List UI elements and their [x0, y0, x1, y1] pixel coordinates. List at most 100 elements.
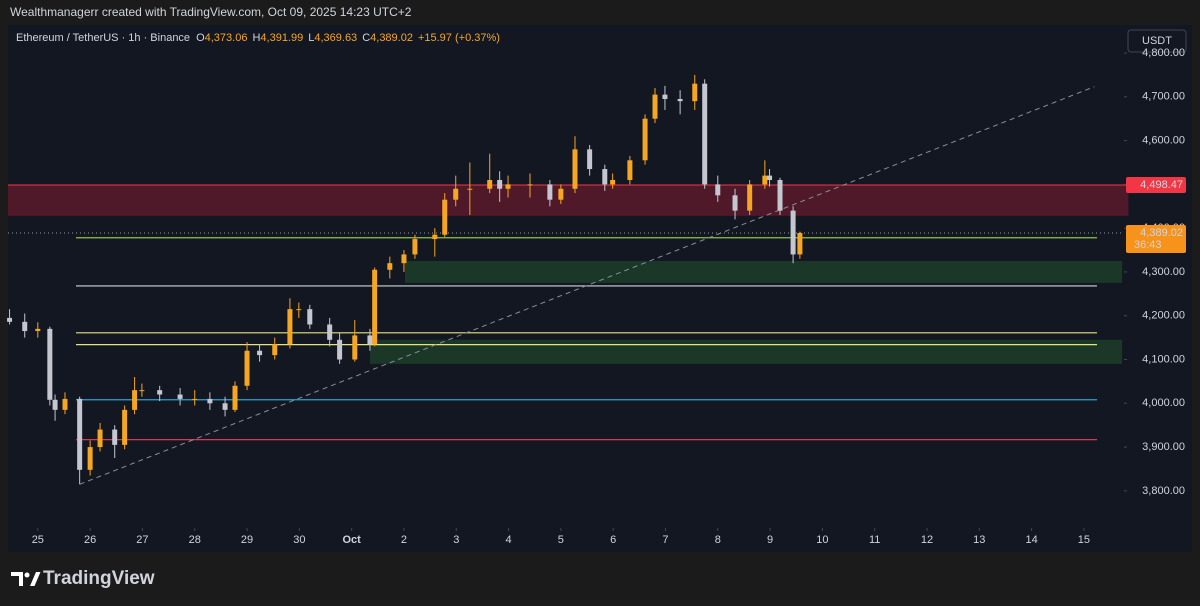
candle-body	[627, 160, 633, 180]
candle-body	[232, 385, 238, 410]
y-tick-label: 3,900.00	[1142, 441, 1185, 453]
candle-body	[762, 175, 768, 185]
ohlc-key: H	[252, 32, 260, 44]
ohlc-key: L	[308, 32, 314, 44]
candle-body	[97, 429, 103, 448]
ohlc-value: 4,373.06	[205, 32, 248, 44]
candle-body	[192, 398, 198, 400]
candle-body	[767, 175, 773, 180]
candle-body	[442, 199, 448, 235]
chart-panel	[8, 25, 1192, 552]
x-tick-label: 10	[816, 534, 828, 546]
y-tick-label: 4,700.00	[1142, 91, 1185, 103]
trend-line	[79, 86, 1095, 485]
price-label-box	[1126, 177, 1186, 194]
x-tick-label: 15	[1078, 534, 1090, 546]
symbol: Ethereum / TetherUS · 1h · Binance	[16, 32, 190, 44]
ohlc-key: O	[196, 32, 205, 44]
ohlc-key: C	[362, 32, 370, 44]
ohlc-value: 4,369.63	[314, 32, 357, 44]
candle-body	[558, 188, 564, 200]
y-tick-label: 4,600.00	[1142, 134, 1185, 146]
candle-body	[35, 328, 41, 332]
x-tick-label: 28	[189, 534, 201, 546]
candle-body	[122, 409, 128, 445]
candle-body	[642, 118, 648, 161]
brand: TradingView	[43, 568, 155, 589]
candle-body	[587, 149, 593, 170]
candle-body	[272, 344, 278, 356]
candle-body	[207, 398, 213, 404]
candle-body	[287, 309, 293, 345]
x-tick-label: 27	[136, 534, 148, 546]
y-tick-label: 4,000.00	[1142, 397, 1185, 409]
candle-body	[610, 179, 616, 185]
candle-body	[22, 321, 28, 332]
x-tick-label: 5	[558, 534, 564, 546]
currency[interactable]: USDT	[1142, 35, 1172, 47]
candle-body	[715, 184, 721, 196]
candle-body	[467, 188, 473, 190]
candle-body	[52, 399, 58, 410]
zone	[8, 185, 1129, 216]
candle-body	[747, 184, 753, 211]
candle-body	[497, 179, 503, 189]
x-tick-label: 11	[869, 534, 880, 546]
y-tick-label: 4,200.00	[1142, 310, 1185, 322]
candle-body	[47, 328, 53, 400]
candle-body	[367, 335, 373, 345]
zone	[404, 260, 1123, 283]
candle-body	[177, 394, 183, 399]
candle-body	[432, 234, 438, 240]
x-tick-label: 8	[715, 534, 721, 546]
candle-body	[572, 149, 578, 189]
y-tick-label: 4,300.00	[1142, 266, 1185, 278]
candle-body	[87, 447, 93, 470]
candle-body	[662, 94, 668, 99]
legend: Ethereum / TetherUS · 1h · Binance O4,373…	[16, 32, 500, 44]
candle-body	[337, 339, 343, 360]
candle-body	[412, 239, 418, 255]
candle-body	[401, 254, 407, 264]
candle-body	[732, 195, 738, 211]
plot	[7, 74, 1129, 485]
zone	[369, 339, 1123, 364]
price-label: 4,498.47	[1140, 179, 1183, 191]
x-tick-label: 29	[241, 534, 253, 546]
x-tick-label: 6	[610, 534, 616, 546]
candle-body	[602, 169, 608, 185]
candle-body	[296, 309, 302, 311]
ohlc-value: 4,391.99	[260, 32, 303, 44]
x-tick-label: 30	[293, 534, 305, 546]
candle-body	[62, 398, 68, 410]
x-tick-label: 7	[662, 534, 668, 546]
candle-body	[702, 83, 708, 185]
candle-body	[7, 317, 13, 322]
currency-button[interactable]	[1127, 29, 1187, 53]
candle-body	[244, 350, 250, 386]
candle-body	[372, 269, 378, 345]
x-tick-label: 13	[973, 534, 985, 546]
x-tick-label: 2	[401, 534, 407, 546]
brand-logo	[11, 572, 41, 586]
x-tick-label: 9	[767, 534, 773, 546]
candle-body	[790, 210, 796, 255]
countdown: 36:43	[1134, 239, 1162, 251]
candle-body	[132, 390, 138, 410]
y-tick-label: 3,800.00	[1142, 485, 1185, 497]
candle-body	[487, 179, 493, 189]
candle-body	[527, 184, 533, 186]
candle-body	[652, 94, 658, 119]
candle-body	[112, 429, 118, 445]
candle-body	[327, 324, 333, 340]
candle-body	[505, 184, 511, 189]
y-tick-label: 4,100.00	[1142, 353, 1185, 365]
x-tick-label: 4	[505, 534, 511, 546]
x-tick-label: 14	[1025, 534, 1037, 546]
candle-body	[797, 232, 803, 255]
credit: Wealthmanagerr created with TradingView.…	[10, 5, 412, 19]
y-tick-label: 4,800.00	[1142, 47, 1185, 59]
candle-body	[352, 335, 358, 360]
x-tick-label: 12	[921, 534, 933, 546]
